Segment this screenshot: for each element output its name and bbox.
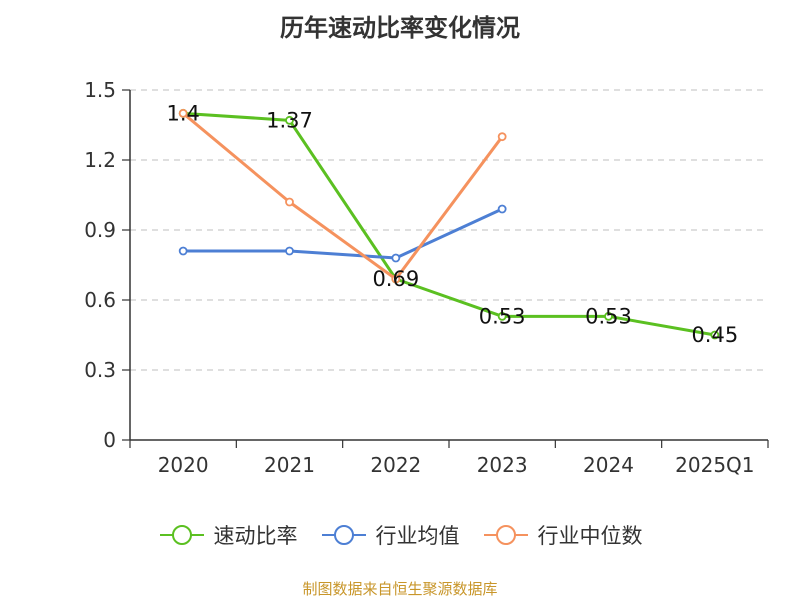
data-label-1: 1.37 <box>266 108 313 132</box>
series-line-1 <box>183 207 503 260</box>
series-1-point-3 <box>497 204 507 214</box>
x-tick-label-1: 2021 <box>264 453 315 477</box>
y-tick-label-5: 1.5 <box>84 78 116 102</box>
x-tick-label-2: 2022 <box>370 453 421 477</box>
y-tick-label-0: 0 <box>103 428 116 452</box>
data-label-5: 0.45 <box>691 323 738 347</box>
data-label-0: 1.4 <box>166 101 199 125</box>
series-1-point-1 <box>285 246 294 256</box>
legend-label-industry-median: 行业中位数 <box>537 524 643 548</box>
series-0-point-5 <box>710 330 720 340</box>
series-1-point-0 <box>178 246 188 256</box>
y-tick-label-2: 0.6 <box>84 288 116 312</box>
series-2-point-1 <box>285 197 294 207</box>
data-label-4: 0.53 <box>585 304 632 328</box>
legend-marker-industry-mean <box>321 525 366 545</box>
legend-item-industry-mean[interactable]: 行业均值 <box>320 520 460 550</box>
data-label-2: 0.69 <box>372 267 419 291</box>
legend-label-industry-mean: 行业均值 <box>375 524 460 548</box>
series-0-point-4 <box>604 311 613 321</box>
y-tick-label-4: 1.2 <box>84 148 116 172</box>
series-line-2 <box>182 112 504 281</box>
series-2-point-3 <box>497 132 507 142</box>
x-tick-label-0: 2020 <box>158 453 209 477</box>
legend-marker-industry-median <box>483 525 528 545</box>
legend-item-quick-ratio[interactable]: 速动比率 <box>158 520 298 550</box>
y-tick-label-1: 0.3 <box>84 358 116 382</box>
x-tick-label-4: 2024 <box>583 453 634 477</box>
legend-marker-quick-ratio <box>159 525 204 545</box>
series-2-point-2 <box>391 274 401 284</box>
legend: 速动比率 行业均值 行业中位数 <box>0 520 800 550</box>
data-source-note: 制图数据来自恒生聚源数据库 <box>302 580 498 598</box>
legend-label-quick-ratio: 速动比率 <box>213 524 298 548</box>
x-tick-label-3: 2023 <box>477 453 528 477</box>
x-tick-label-5: 2025Q1 <box>675 453 754 477</box>
series-0-point-1 <box>285 115 294 125</box>
legend-item-industry-median[interactable]: 行业中位数 <box>482 520 643 550</box>
series-lines <box>178 108 720 340</box>
grid-lines <box>130 89 768 371</box>
axes: 0 0.3 0.6 0.9 1.2 1.5 2020 2021 2022 2023 2024 2025… <box>84 78 769 477</box>
data-label-3: 0.53 <box>479 304 526 328</box>
series-0-point-3 <box>497 311 507 321</box>
chart-title: 历年速动比率变化情况 <box>280 14 520 42</box>
series-line-0 <box>183 111 716 337</box>
y-tick-label-3: 0.9 <box>84 218 116 242</box>
data-labels: 1.4 1.37 0.69 0.53 0.53 0.45 <box>166 101 738 347</box>
series-2-point-0 <box>178 108 188 118</box>
series-1-point-2 <box>391 253 401 263</box>
